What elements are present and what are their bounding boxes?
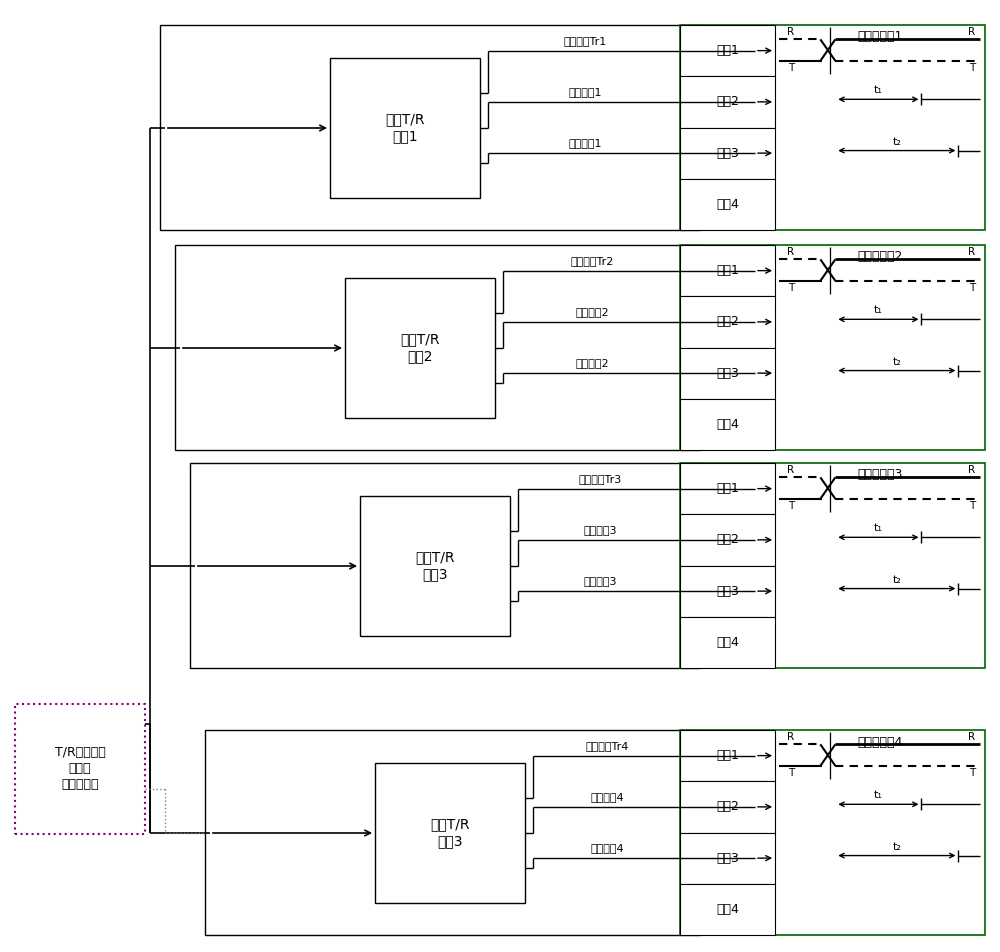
Text: 收发切换Tr2: 收发切换Tr2 — [571, 256, 614, 266]
Text: 数字示波器3: 数字示波器3 — [857, 468, 903, 482]
Bar — [680, 25, 985, 230]
Text: 通道1: 通道1 — [716, 749, 739, 763]
Bar — [680, 782, 775, 832]
Bar — [680, 883, 775, 935]
Bar — [680, 128, 775, 179]
Bar — [160, 25, 700, 230]
Bar — [680, 179, 775, 230]
Bar — [680, 25, 775, 76]
Text: 通道3: 通道3 — [716, 852, 739, 864]
Text: 通道1: 通道1 — [716, 264, 739, 277]
Text: R: R — [968, 248, 976, 257]
Text: T: T — [788, 768, 794, 778]
Bar — [680, 730, 775, 782]
Text: 接收输出1: 接收输出1 — [568, 138, 602, 149]
Text: 通道2: 通道2 — [716, 801, 739, 813]
Bar — [360, 496, 510, 636]
Text: 收发切换Tr4: 收发切换Tr4 — [586, 741, 629, 750]
Text: 接收输出4: 接收输出4 — [591, 792, 624, 802]
Text: 通道2: 通道2 — [716, 95, 739, 109]
Text: 通道4: 通道4 — [716, 198, 739, 211]
Bar — [680, 76, 775, 128]
Text: 通道4: 通道4 — [716, 636, 739, 649]
Text: R: R — [787, 732, 795, 743]
Text: 通道1: 通道1 — [716, 44, 739, 57]
Text: 数字T/R
组件3: 数字T/R 组件3 — [415, 550, 455, 582]
Text: t₁: t₁ — [874, 790, 883, 801]
Bar — [680, 245, 775, 296]
Bar — [375, 763, 525, 903]
Text: R: R — [787, 28, 795, 37]
Text: T: T — [788, 501, 794, 511]
Bar — [205, 730, 700, 935]
Text: 收发切换Tr1: 收发切换Tr1 — [563, 35, 607, 46]
Text: T: T — [969, 63, 975, 73]
Text: 接收输出3: 接收输出3 — [583, 525, 617, 535]
Bar — [190, 463, 700, 668]
Text: 发射输出3: 发射输出3 — [583, 576, 617, 586]
Text: 通道1: 通道1 — [716, 482, 739, 495]
Text: 通道2: 通道2 — [716, 315, 739, 328]
Bar — [345, 278, 495, 418]
Text: 数字T/R
组件1: 数字T/R 组件1 — [385, 112, 425, 144]
Text: T/R组件状态
控制器
（普通型）: T/R组件状态 控制器 （普通型） — [55, 746, 105, 791]
Text: 数字示波器4: 数字示波器4 — [857, 736, 903, 748]
Bar — [680, 347, 775, 399]
Text: t₂: t₂ — [892, 842, 901, 851]
Text: R: R — [787, 466, 795, 475]
Bar — [680, 565, 775, 617]
Text: 数字T/R
组件3: 数字T/R 组件3 — [430, 818, 470, 848]
Bar — [680, 399, 775, 450]
Text: 通道4: 通道4 — [716, 902, 739, 916]
Bar — [680, 463, 775, 514]
Text: 通道2: 通道2 — [716, 533, 739, 546]
Text: 发射输出1: 发射输出1 — [568, 87, 602, 97]
Text: 数字T/R
组件2: 数字T/R 组件2 — [400, 332, 440, 364]
Bar — [175, 245, 700, 450]
Bar — [680, 296, 775, 347]
Bar — [680, 514, 775, 565]
Bar — [680, 617, 775, 668]
Text: R: R — [968, 28, 976, 37]
Text: R: R — [968, 466, 976, 475]
Text: 发射输出2: 发射输出2 — [576, 307, 609, 317]
Text: t₁: t₁ — [874, 86, 883, 95]
Text: T: T — [969, 501, 975, 511]
Text: 数字示波器2: 数字示波器2 — [857, 250, 903, 264]
Text: 发射输出4: 发射输出4 — [591, 843, 624, 853]
Text: R: R — [787, 248, 795, 257]
Text: t₂: t₂ — [892, 357, 901, 367]
Text: R: R — [968, 732, 976, 743]
Text: 收发切换Tr3: 收发切换Tr3 — [578, 474, 622, 484]
Text: T: T — [788, 63, 794, 73]
Text: T: T — [788, 283, 794, 293]
Text: t₂: t₂ — [892, 575, 901, 585]
Text: 接收输出2: 接收输出2 — [576, 358, 609, 368]
Bar — [680, 463, 985, 668]
Text: t₂: t₂ — [892, 136, 901, 147]
Bar — [680, 245, 985, 450]
Bar — [680, 730, 985, 935]
Text: T: T — [969, 283, 975, 293]
Text: 通道4: 通道4 — [716, 418, 739, 431]
Bar — [15, 704, 145, 834]
Text: t₁: t₁ — [874, 524, 883, 533]
Text: 通道3: 通道3 — [716, 585, 739, 598]
Text: 数字示波器1: 数字示波器1 — [857, 30, 903, 44]
Text: 通道3: 通道3 — [716, 147, 739, 160]
Text: T: T — [969, 768, 975, 778]
Bar — [680, 832, 775, 883]
Text: 通道3: 通道3 — [716, 367, 739, 380]
Text: t₁: t₁ — [874, 306, 883, 315]
Bar — [330, 58, 480, 198]
